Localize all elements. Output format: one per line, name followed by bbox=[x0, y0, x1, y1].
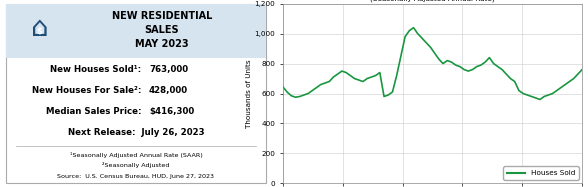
Text: MAY 2023: MAY 2023 bbox=[135, 39, 189, 49]
Text: ¹Seasonally Adjusted Annual Rate (SAAR): ¹Seasonally Adjusted Annual Rate (SAAR) bbox=[69, 151, 202, 157]
Text: $: $ bbox=[37, 27, 43, 36]
Text: NEW RESIDENTIAL: NEW RESIDENTIAL bbox=[112, 11, 212, 21]
Text: Source:  U.S. Census Bureau, HUD, June 27, 2023: Source: U.S. Census Bureau, HUD, June 27… bbox=[58, 174, 215, 179]
Text: ⌂: ⌂ bbox=[31, 14, 49, 42]
Text: Next Release:  July 26, 2023: Next Release: July 26, 2023 bbox=[68, 128, 204, 137]
Legend: Houses Sold: Houses Sold bbox=[503, 166, 579, 180]
Bar bbox=[6, 4, 266, 58]
Text: Median Sales Price:: Median Sales Price: bbox=[46, 107, 141, 116]
Text: 428,000: 428,000 bbox=[149, 86, 188, 95]
Text: New Houses Sold¹:: New Houses Sold¹: bbox=[50, 65, 141, 74]
Text: ²Seasonally Adjusted: ²Seasonally Adjusted bbox=[102, 162, 170, 168]
Text: (Seasonally Adjusted Annual Rate): (Seasonally Adjusted Annual Rate) bbox=[370, 0, 495, 2]
Text: 763,000: 763,000 bbox=[149, 65, 188, 74]
Text: New Houses For Sale²:: New Houses For Sale²: bbox=[32, 86, 141, 95]
Text: $416,300: $416,300 bbox=[149, 107, 194, 116]
Y-axis label: Thousands of Units: Thousands of Units bbox=[246, 59, 252, 128]
Text: SALES: SALES bbox=[145, 25, 179, 35]
